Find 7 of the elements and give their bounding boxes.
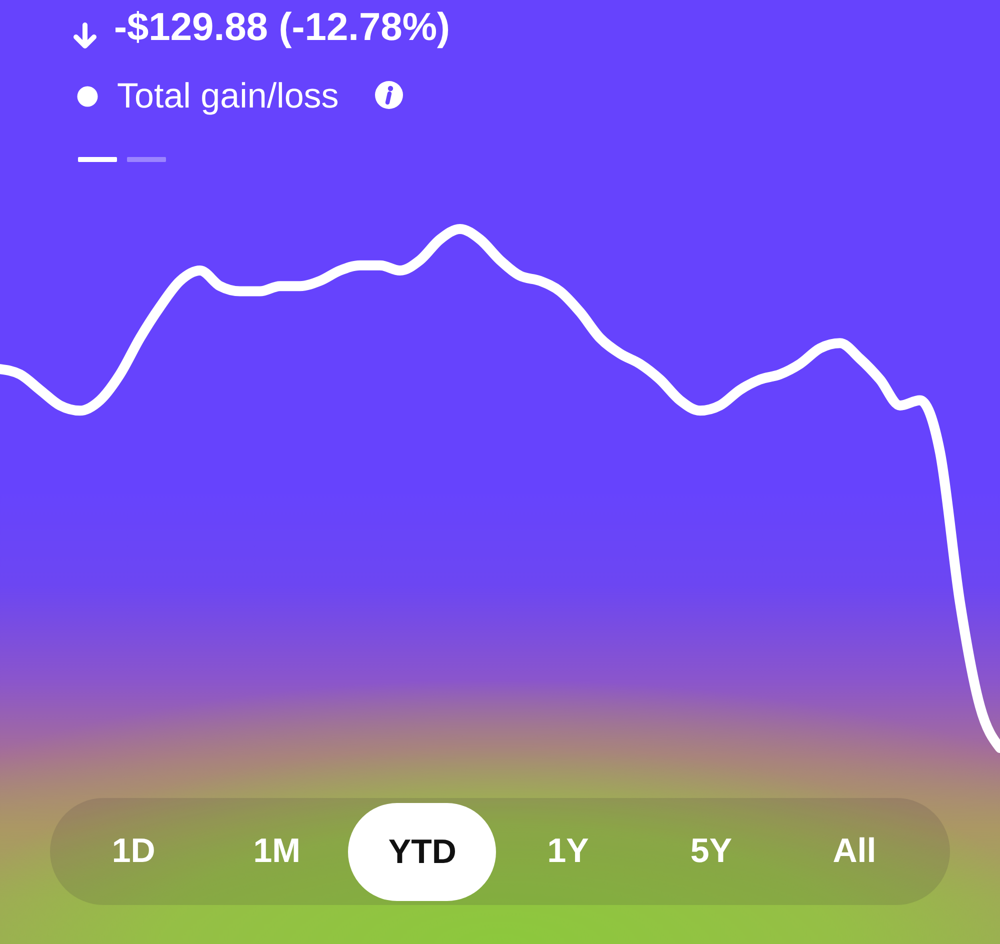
range-button: 1M bbox=[205, 798, 348, 905]
range-button: All bbox=[782, 798, 926, 905]
range-button: 1D bbox=[62, 798, 206, 905]
range-button: 1Y bbox=[496, 798, 640, 905]
range-button: 5Y bbox=[640, 798, 783, 905]
chart-title: -$129.88 (-12.78%) bbox=[114, 6, 450, 49]
legend-label: Total gain/loss bbox=[117, 76, 339, 116]
